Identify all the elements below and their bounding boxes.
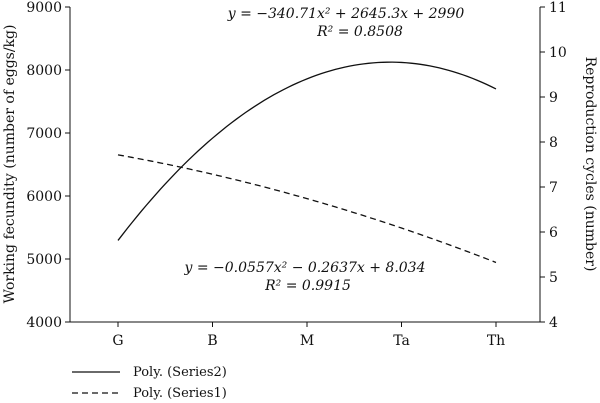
left-tick-label: 6000 (26, 189, 62, 205)
right-tick-label: 5 (549, 270, 558, 286)
left-tick-label: 9000 (26, 0, 62, 16)
right-axis-ticks: 4 5 6 7 8 9 10 11 (540, 0, 567, 331)
x-tick-label: M (300, 333, 314, 349)
left-axis-title: Working fecundity (number of eggs/kg) (2, 25, 18, 304)
series1-r-squared: R² = 0.9915 (264, 278, 351, 294)
left-tick-label: 5000 (26, 252, 62, 268)
series1-equation: y = −0.0557x² − 0.2637x + 8.034 (184, 260, 426, 276)
left-tick-label: 4000 (26, 315, 62, 331)
series2-curve (117, 61, 497, 241)
right-tick-label: 7 (549, 180, 558, 196)
series1-curve (117, 154, 497, 264)
x-tick-label: G (112, 333, 123, 349)
right-tick-label: 11 (549, 0, 567, 16)
right-tick-label: 6 (549, 225, 558, 241)
x-axis-ticks: G B M Ta Th (112, 322, 505, 349)
x-tick-label: Th (487, 333, 505, 349)
left-tick-label: 7000 (26, 126, 62, 142)
right-tick-label: 10 (549, 45, 567, 61)
right-axis-title: Reproduction cycles (number) (582, 57, 598, 272)
left-axis-ticks: 4000 5000 6000 7000 8000 9000 (26, 0, 70, 331)
series2-r-squared: R² = 0.8508 (316, 24, 403, 40)
series2-equation: y = −340.71x² + 2645.3x + 2990 (227, 6, 465, 22)
left-tick-label: 8000 (26, 63, 62, 79)
x-tick-label: B (207, 333, 217, 349)
right-tick-label: 9 (549, 90, 558, 106)
legend-series2-label: Poly. (Series2) (133, 365, 227, 380)
right-tick-label: 8 (549, 135, 558, 151)
x-tick-label: Ta (393, 333, 410, 349)
right-tick-label: 4 (549, 315, 558, 331)
legend: Poly. (Series2) Poly. (Series1) (72, 365, 227, 401)
legend-series1-label: Poly. (Series1) (133, 386, 227, 401)
